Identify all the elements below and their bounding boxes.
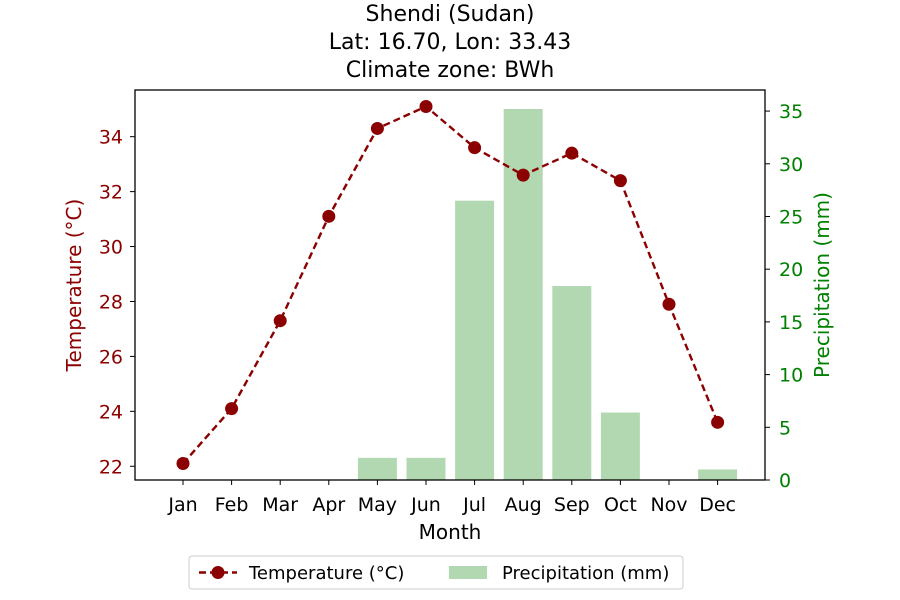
right-axis-tick-label: 0 (779, 470, 791, 492)
right-axis-tick-label: 15 (779, 312, 803, 334)
right-axis-tick-label: 35 (779, 101, 803, 123)
left-axis-tick-label: 22 (99, 456, 123, 478)
legend-temperature-marker-icon (211, 566, 225, 579)
temperature-line-layer (176, 99, 725, 471)
temperature-point-aug (516, 168, 530, 182)
left-axis-tick-label: 24 (99, 401, 123, 423)
x-tick-label: Apr (312, 494, 345, 516)
left-axis-tick-label: 30 (99, 237, 123, 259)
precipitation-bar-sep (552, 286, 592, 480)
chart-subtitle-coordinates: Lat: 16.70, Lon: 33.43 (329, 30, 571, 55)
right-axis-tick-label: 30 (779, 154, 803, 176)
right-axis-label: Precipitation (mm) (810, 192, 834, 378)
left-axis-tick-label: 26 (99, 346, 123, 368)
right-axis-tick-label: 5 (779, 417, 791, 439)
chart-subtitle-climate-zone: Climate zone: BWh (346, 58, 555, 83)
x-tick-label: Oct (604, 494, 637, 516)
right-axis: 0 5 10 15 20 25 30 35 (765, 101, 803, 492)
x-tick-label: Jun (410, 494, 441, 516)
temperature-point-apr (322, 209, 336, 223)
left-axis-tick-label: 32 (99, 182, 123, 204)
precipitation-bar-dec (698, 469, 738, 480)
chart-title-line: Shendi (Sudan) (366, 2, 535, 27)
legend-precipitation-swatch-icon (449, 566, 487, 579)
x-tick-label: Aug (505, 494, 542, 516)
x-tick-label: Jan (167, 494, 197, 516)
temperature-point-nov (662, 297, 676, 311)
precipitation-bar-may (357, 457, 397, 480)
x-tick-label: May (358, 494, 397, 516)
x-axis-label: Month (419, 520, 482, 544)
temperature-point-may (370, 121, 384, 135)
precipitation-bar-jun (406, 457, 446, 480)
right-axis-tick-label: 20 (779, 259, 803, 281)
temperature-point-feb (225, 402, 239, 416)
legend-precipitation-label: Precipitation (mm) (502, 563, 669, 584)
right-axis-tick-label: 10 (779, 365, 803, 387)
temperature-point-mar (273, 314, 287, 328)
x-tick-label: Sep (554, 494, 590, 516)
legend: Temperature (°C) Precipitation (mm) (188, 555, 684, 590)
left-axis: 22 24 26 28 30 32 34 (99, 127, 135, 478)
temperature-point-dec (711, 415, 725, 429)
temperature-point-oct (613, 174, 627, 188)
left-axis-tick-label: 28 (99, 291, 123, 313)
left-axis-tick-label: 34 (99, 127, 123, 149)
right-axis-tick-label: 25 (779, 206, 803, 228)
chart-title: Shendi (Sudan) Lat: 16.70, Lon: 33.43 Cl… (329, 2, 571, 83)
temperature-series-line (182, 105, 719, 465)
precipitation-bar-jul (455, 200, 495, 481)
x-tick-label: Mar (262, 494, 298, 516)
precipitation-bar-oct (600, 412, 640, 480)
x-axis: Jan Feb Mar Apr May Jun Jul Aug Sep Oct Nov Dec (167, 480, 736, 516)
precipitation-bars (357, 108, 738, 481)
precipitation-bar-aug (503, 108, 543, 481)
temperature-point-jun (419, 99, 433, 113)
x-tick-label: Jul (462, 494, 486, 516)
temperature-point-sep (565, 146, 579, 160)
x-tick-label: Nov (650, 494, 687, 516)
left-axis-label: Temperature (°C) (62, 199, 86, 373)
temperature-point-jul (468, 141, 482, 155)
x-tick-label: Dec (699, 494, 736, 516)
legend-temperature-label: Temperature (°C) (248, 563, 404, 584)
legend-box (188, 555, 684, 590)
plot-frame (134, 89, 766, 481)
x-tick-label: Feb (215, 494, 249, 516)
temperature-point-jan (176, 457, 190, 471)
